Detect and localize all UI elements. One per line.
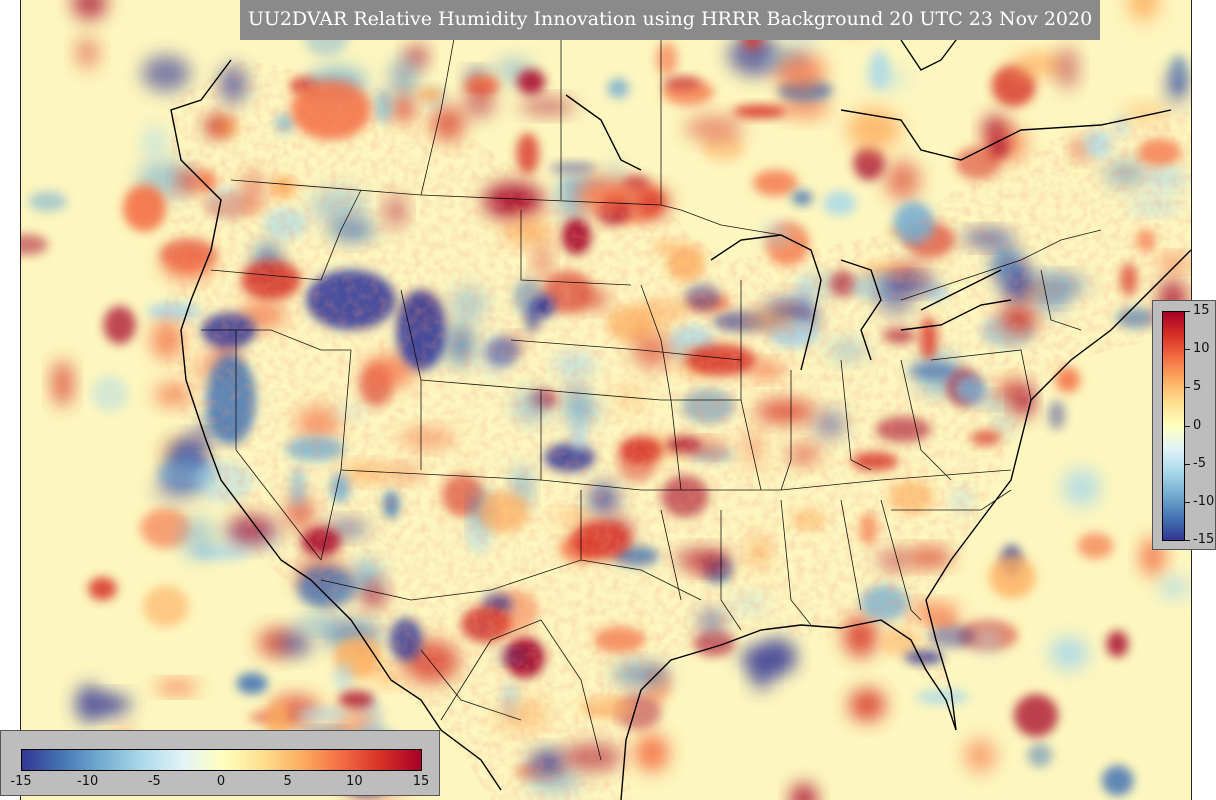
horizontal-colorbar-tick-label: 0 xyxy=(216,774,226,789)
innovation-blob xyxy=(88,577,117,601)
innovation-blob xyxy=(774,52,826,92)
innovation-blob xyxy=(295,707,352,722)
innovation-blob xyxy=(972,626,1003,654)
innovation-blob xyxy=(762,636,795,677)
innovation-blob xyxy=(516,132,540,175)
vertical-colorbar-tick-mark xyxy=(1185,349,1190,351)
vertical-colorbar-tick-mark xyxy=(1185,501,1190,503)
innovation-blob xyxy=(140,508,191,549)
horizontal-colorbar-tick-label: 15 xyxy=(412,774,430,789)
innovation-blob xyxy=(635,733,669,772)
innovation-blob xyxy=(91,375,129,412)
innovation-blob xyxy=(517,69,546,95)
horizontal-colorbar-tick-label: 10 xyxy=(346,774,363,789)
innovation-blob xyxy=(656,41,678,76)
innovation-blob xyxy=(1056,46,1079,90)
vertical-colorbar-tick-label: 5 xyxy=(1193,379,1202,395)
horizontal-colorbar: -15 -10 -5 0 5 10 15 xyxy=(0,730,440,796)
political-boundaries xyxy=(201,0,1102,761)
innovation-blob xyxy=(389,56,419,100)
innovation-blob xyxy=(1062,468,1101,507)
vertical-colorbar: 15 10 5 0 -5 -10 -15 xyxy=(1152,300,1216,550)
innovation-blob xyxy=(823,190,856,216)
innovation-blob xyxy=(236,672,268,695)
innovation-blob xyxy=(915,689,970,705)
innovation-blob xyxy=(1013,53,1064,76)
innovation-blob xyxy=(622,174,650,190)
horizontal-colorbar-gradient xyxy=(21,749,422,771)
innovation-blob xyxy=(123,184,167,232)
innovation-blob xyxy=(1127,0,1160,22)
innovation-blob xyxy=(75,36,99,69)
innovation-blob xyxy=(153,477,202,501)
horizontal-colorbar-tick-label: 5 xyxy=(283,774,292,789)
horizontal-colorbar-tick-label: -15 xyxy=(10,774,32,789)
innovation-blob xyxy=(685,115,744,142)
vertical-colorbar-gradient xyxy=(1162,311,1185,541)
innovation-blob xyxy=(1101,765,1134,796)
innovation-blob xyxy=(846,107,901,151)
vertical-colorbar-tick-label: -15 xyxy=(1193,532,1215,547)
innovation-blob xyxy=(983,114,1008,145)
innovation-blob xyxy=(416,86,444,103)
map-panel xyxy=(20,0,1192,800)
innovation-blob xyxy=(177,450,198,479)
innovation-blob xyxy=(549,162,598,175)
innovation-blob xyxy=(989,555,1036,599)
vertical-colorbar-tick-mark xyxy=(1185,540,1190,541)
map-title: UU2DVAR Relative Humidity Innovation usi… xyxy=(240,0,1100,40)
innovation-blob xyxy=(1159,576,1190,599)
innovation-blob xyxy=(791,190,813,206)
innovation-blob xyxy=(752,169,798,197)
vertical-colorbar-tick-mark xyxy=(1185,425,1190,427)
innovation-blob xyxy=(853,146,885,181)
innovation-blob xyxy=(21,234,48,256)
innovation-blob xyxy=(1165,68,1189,107)
innovation-blob xyxy=(607,78,629,99)
innovation-blob xyxy=(1055,367,1081,393)
innovation-blob xyxy=(1048,400,1066,430)
humidity-innovation-map xyxy=(21,0,1191,800)
innovation-blob xyxy=(179,516,217,560)
innovation-blob xyxy=(278,630,313,657)
innovation-blob xyxy=(87,694,132,715)
innovation-blob xyxy=(463,88,496,118)
innovation-blob xyxy=(869,50,891,90)
innovation-blob xyxy=(991,64,1036,107)
innovation-blob xyxy=(141,55,191,92)
innovation-blob xyxy=(885,160,921,201)
innovation-blob xyxy=(1027,743,1053,768)
innovation-blob xyxy=(1049,636,1089,670)
innovation-blob xyxy=(848,688,886,722)
vertical-colorbar-tick-mark xyxy=(1185,311,1190,312)
innovation-blob xyxy=(333,661,354,691)
innovation-blob xyxy=(662,76,702,90)
vertical-colorbar-tick-label: 10 xyxy=(1193,341,1210,357)
vertical-colorbar-tick-label: -5 xyxy=(1193,455,1206,471)
innovation-blob xyxy=(338,690,374,708)
innovation-blob xyxy=(779,95,831,119)
innovation-blob xyxy=(964,738,997,773)
innovation-blob xyxy=(143,585,189,628)
vertical-colorbar-tick-mark xyxy=(1185,463,1190,465)
horizontal-colorbar-tick-label: -5 xyxy=(147,774,161,789)
innovation-blob xyxy=(1106,630,1129,658)
innovation-blob xyxy=(519,97,576,115)
innovation-blob xyxy=(155,681,199,694)
vertical-colorbar-tick-mark xyxy=(1185,387,1190,389)
innovation-blob xyxy=(790,783,817,800)
innovation-blob xyxy=(52,360,73,407)
innovation-blob xyxy=(732,104,787,119)
innovation-blob xyxy=(72,0,108,20)
vertical-colorbar-tick-label: 0 xyxy=(1193,417,1202,433)
innovation-blob xyxy=(28,191,67,212)
vertical-colorbar-tick-label: -10 xyxy=(1193,493,1215,509)
innovation-blob xyxy=(1077,532,1114,559)
innovation-blob xyxy=(143,125,167,161)
horizontal-colorbar-tick-label: -10 xyxy=(77,774,99,789)
innovation-blob xyxy=(103,305,136,345)
vertical-colorbar-tick-label: 15 xyxy=(1193,303,1210,318)
coastlines xyxy=(170,19,1191,800)
innovation-blob xyxy=(1014,694,1058,737)
